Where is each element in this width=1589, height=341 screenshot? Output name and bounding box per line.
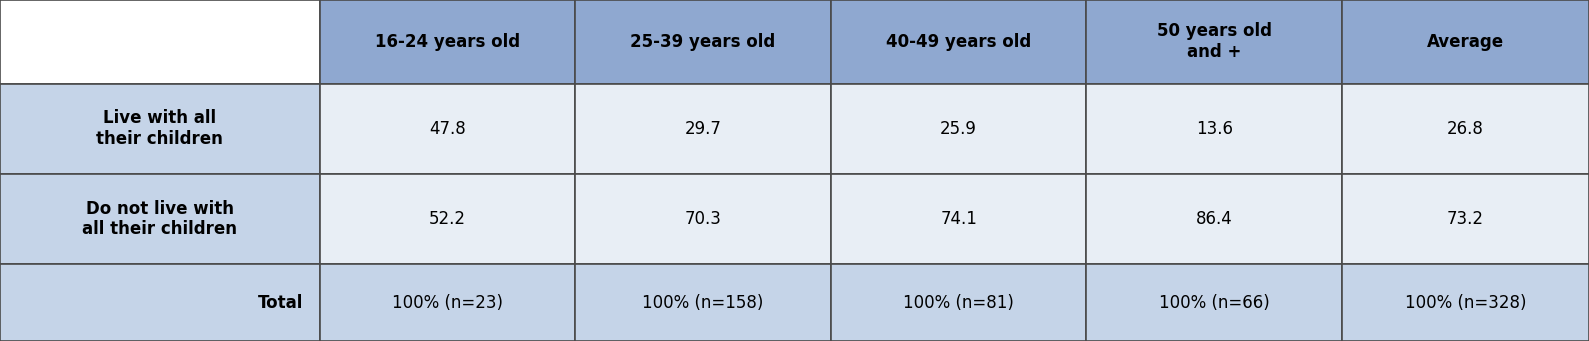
Text: 25-39 years old: 25-39 years old — [631, 33, 775, 51]
Bar — [1343, 174, 1589, 264]
Bar — [575, 84, 831, 174]
Bar — [1087, 174, 1343, 264]
Bar — [319, 84, 575, 174]
Text: 70.3: 70.3 — [685, 210, 721, 228]
Bar — [1087, 84, 1343, 174]
Text: 50 years old
and +: 50 years old and + — [1157, 23, 1271, 61]
Bar — [319, 264, 575, 341]
Text: 100% (n=158): 100% (n=158) — [642, 294, 764, 312]
Text: 74.1: 74.1 — [941, 210, 977, 228]
Text: 52.2: 52.2 — [429, 210, 466, 228]
Bar — [831, 84, 1087, 174]
Text: Do not live with
all their children: Do not live with all their children — [83, 200, 237, 238]
Bar — [831, 264, 1087, 341]
Text: Total: Total — [259, 294, 303, 312]
Text: 13.6: 13.6 — [1195, 120, 1233, 138]
Text: 100% (n=66): 100% (n=66) — [1158, 294, 1270, 312]
Bar — [0, 84, 319, 174]
Bar — [1343, 0, 1589, 84]
Text: 25.9: 25.9 — [941, 120, 977, 138]
Bar — [1087, 264, 1343, 341]
Text: 73.2: 73.2 — [1448, 210, 1484, 228]
Bar — [575, 0, 831, 84]
Bar — [319, 174, 575, 264]
Bar — [831, 174, 1087, 264]
Text: 40-49 years old: 40-49 years old — [887, 33, 1031, 51]
Text: 29.7: 29.7 — [685, 120, 721, 138]
Bar — [1087, 0, 1343, 84]
Bar — [0, 174, 319, 264]
Bar — [575, 174, 831, 264]
Bar — [831, 0, 1087, 84]
Bar — [1343, 264, 1589, 341]
Bar — [1343, 84, 1589, 174]
Text: 47.8: 47.8 — [429, 120, 466, 138]
Bar — [319, 0, 575, 84]
Text: 86.4: 86.4 — [1197, 210, 1233, 228]
Text: 100% (n=23): 100% (n=23) — [392, 294, 502, 312]
Bar — [575, 264, 831, 341]
Bar — [0, 0, 319, 84]
Text: Average: Average — [1427, 33, 1505, 51]
Text: 26.8: 26.8 — [1448, 120, 1484, 138]
Bar — [0, 264, 319, 341]
Text: Live with all
their children: Live with all their children — [97, 109, 222, 148]
Text: 16-24 years old: 16-24 years old — [375, 33, 520, 51]
Text: 100% (n=328): 100% (n=328) — [1405, 294, 1527, 312]
Text: 100% (n=81): 100% (n=81) — [903, 294, 1014, 312]
